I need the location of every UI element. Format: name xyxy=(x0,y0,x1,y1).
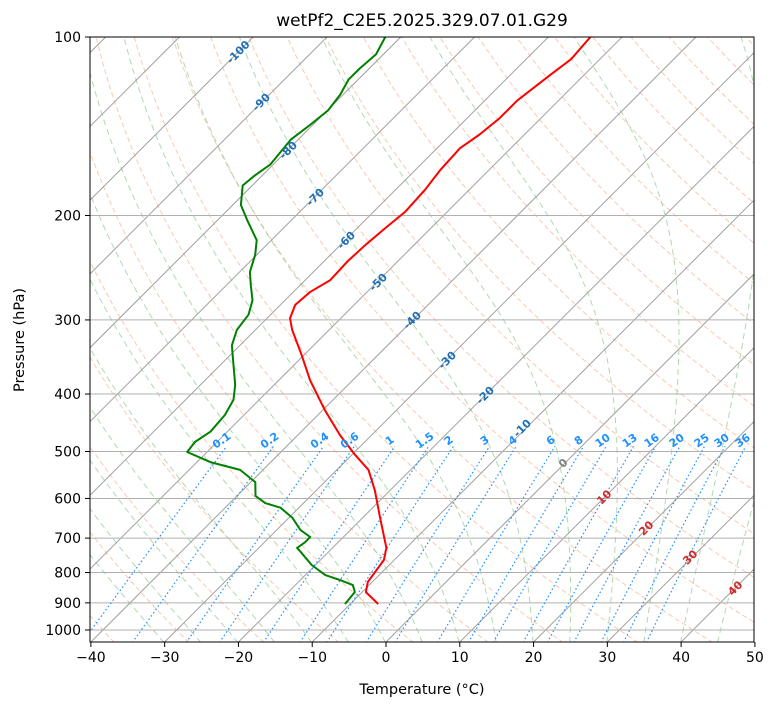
mixing-ratio-line xyxy=(437,446,555,642)
dry-adiabat-line xyxy=(0,37,189,643)
mixing-ratio-label: 25 xyxy=(692,431,712,450)
mixing-ratio-line xyxy=(220,446,355,642)
mixing-ratio-label: 16 xyxy=(642,431,662,451)
moist-adiabat-line xyxy=(717,37,775,643)
dry-adiabat-line xyxy=(593,37,775,643)
x-tick-label: 40 xyxy=(672,650,690,666)
y-tick-label: 900 xyxy=(54,596,81,612)
dry-adiabat-line xyxy=(58,37,489,643)
dry-adiabat-line xyxy=(555,37,775,643)
y-tick-label: 400 xyxy=(54,387,81,403)
mixing-ratio-label: 6 xyxy=(544,433,558,448)
y-tick-label: 100 xyxy=(54,30,81,46)
moist-adiabat-line xyxy=(82,37,423,643)
temperature-profile-line xyxy=(290,37,590,604)
dry-adiabat-line xyxy=(631,37,775,643)
moist-adiabat-label: -30 xyxy=(436,348,459,371)
x-tick-label: −20 xyxy=(224,650,254,666)
x-tick-label: −40 xyxy=(76,650,106,666)
moist-adiabat-label: -50 xyxy=(367,270,390,293)
x-tick-label: −10 xyxy=(297,650,327,666)
isotherm-line xyxy=(312,37,775,643)
dewpoint-profile-line xyxy=(187,37,385,604)
y-tick-label: 600 xyxy=(54,491,81,507)
mixing-ratio-label: 0.4 xyxy=(308,429,332,451)
dry-adiabat-line xyxy=(440,37,775,643)
moist-adiabat-label: 0 xyxy=(556,456,571,471)
dry-adiabat-line xyxy=(20,37,414,643)
dry-adiabat-line xyxy=(0,37,339,643)
isotherm-line xyxy=(0,37,327,643)
x-tick-label: 20 xyxy=(525,650,543,666)
y-tick-label: 1000 xyxy=(45,623,81,639)
isotherm-line xyxy=(0,37,401,643)
moist-adiabat-line xyxy=(574,37,679,643)
chart-title: wetPf2_C2E5.2025.329.07.01.G29 xyxy=(276,11,568,31)
x-tick-label: 10 xyxy=(451,650,469,666)
moist-adiabat-line xyxy=(0,37,238,643)
moist-adiabat-line xyxy=(124,37,459,643)
mixing-ratio-line xyxy=(395,446,516,642)
mixing-ratio-line xyxy=(523,446,633,642)
mixing-ratio-label: 1 xyxy=(383,433,397,448)
isotherm-line xyxy=(385,37,775,643)
y-axis-label: Pressure (hPa) xyxy=(12,288,28,392)
dry-adiabat-line xyxy=(669,37,775,643)
y-tick-label: 800 xyxy=(54,566,81,582)
mixing-ratio-line xyxy=(601,446,705,642)
mixing-ratio-line xyxy=(646,446,746,642)
moist-adiabat-line xyxy=(0,37,312,643)
dry-adiabat-line xyxy=(0,37,264,643)
dry-adiabat-line xyxy=(707,37,775,643)
y-tick-label: 500 xyxy=(54,444,81,460)
moist-adiabat-label: -70 xyxy=(304,185,327,208)
moist-adiabat-label: -80 xyxy=(277,138,300,161)
y-tick-label: 200 xyxy=(54,209,81,225)
mixing-ratio-line xyxy=(327,446,454,642)
mixing-ratio-label: 36 xyxy=(733,431,753,451)
mixing-ratio-line xyxy=(547,446,655,642)
isotherm-line xyxy=(90,37,696,643)
isotherm-line xyxy=(0,37,475,643)
x-tick-label: 0 xyxy=(382,650,391,666)
x-axis-label: Temperature (°C) xyxy=(358,682,484,698)
x-tick-label: 30 xyxy=(598,650,616,666)
isotherm-line xyxy=(459,37,775,643)
mixing-ratio-line xyxy=(468,446,583,642)
mixing-ratio-line xyxy=(82,446,227,642)
mixing-ratio-label: 8 xyxy=(572,433,586,448)
x-tick-label: 50 xyxy=(746,650,764,666)
background-lines xyxy=(0,37,775,643)
mixing-ratio-label: 20 xyxy=(667,431,687,451)
isotherm-line xyxy=(754,37,775,643)
mixing-ratio-label: 2 xyxy=(442,433,456,448)
isotherm-line xyxy=(0,37,548,643)
y-tick-label: 700 xyxy=(54,531,81,547)
mixing-ratio-label: 0.2 xyxy=(258,430,281,452)
moist-adiabat-label: 20 xyxy=(636,518,656,538)
mixing-ratio-label: 0.1 xyxy=(210,430,233,452)
mixing-ratio-label: 13 xyxy=(620,431,640,450)
moist-adiabat-line xyxy=(0,37,201,643)
moist-adiabat-line xyxy=(16,37,349,643)
moist-adiabat-line xyxy=(46,37,385,643)
dry-adiabat-line xyxy=(172,37,713,643)
moist-adiabat-label: -60 xyxy=(335,228,358,251)
x-tick-label: −30 xyxy=(150,650,180,666)
isotherm-line xyxy=(17,37,623,643)
dry-adiabat-line xyxy=(746,37,775,643)
plot-frame xyxy=(90,37,754,642)
y-tick-label: 300 xyxy=(54,313,81,329)
isotherm-line xyxy=(0,37,253,643)
mixing-ratio-label: 30 xyxy=(712,431,732,451)
mixing-ratio-line xyxy=(574,446,680,642)
dry-adiabat-line xyxy=(516,37,775,643)
mixing-ratio-label: 10 xyxy=(593,431,613,451)
